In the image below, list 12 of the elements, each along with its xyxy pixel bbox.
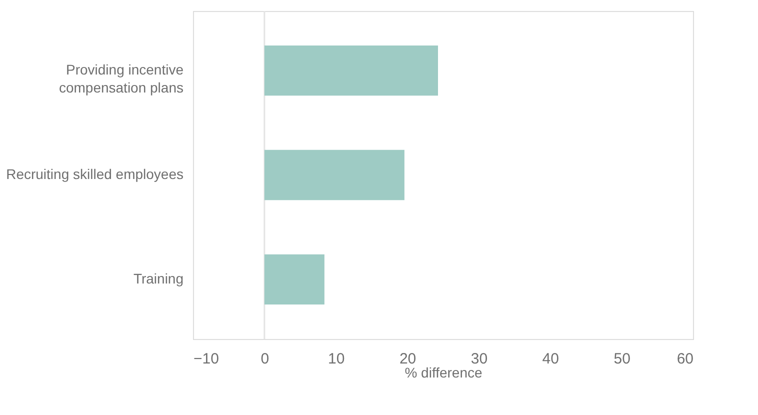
x-axis-title: % difference <box>404 364 482 380</box>
y-tick-label: Training <box>133 270 184 286</box>
x-tick-label: 20 <box>399 350 416 368</box>
x-tick-label: 50 <box>614 350 630 368</box>
x-tick-label: −10 <box>194 350 219 368</box>
x-tick-label: 60 <box>676 350 694 368</box>
y-tick-label: Recruiting skilled employees <box>6 166 184 182</box>
x-tick-label: 0 <box>260 350 270 368</box>
x-tick-label: 10 <box>328 350 345 368</box>
x-tick-label: 30 <box>470 350 488 368</box>
y-tick-label: Providing incentive compensation plans <box>58 62 184 96</box>
x-tick-label: 40 <box>542 350 559 368</box>
